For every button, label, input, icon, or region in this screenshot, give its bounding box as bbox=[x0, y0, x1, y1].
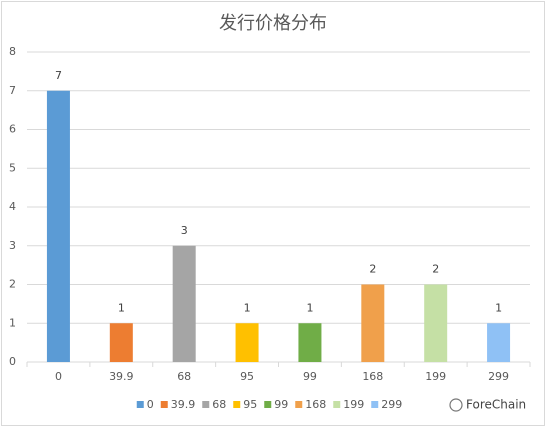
legend-swatch bbox=[136, 401, 144, 408]
y-tick-label: 5 bbox=[9, 161, 16, 174]
y-tick-label: 1 bbox=[9, 316, 16, 329]
data-label: 1 bbox=[306, 301, 313, 314]
legend-swatch bbox=[264, 401, 272, 408]
bar bbox=[235, 323, 259, 362]
bar bbox=[46, 90, 70, 362]
x-tick-label: 299 bbox=[488, 370, 509, 383]
legend-swatch bbox=[371, 401, 379, 408]
legend-swatch bbox=[233, 401, 241, 408]
legend-swatch bbox=[202, 401, 210, 408]
bar bbox=[424, 284, 448, 362]
x-tick-label: 99 bbox=[303, 370, 317, 383]
data-label: 1 bbox=[495, 301, 502, 314]
x-tick-label: 168 bbox=[362, 370, 383, 383]
data-label: 1 bbox=[244, 301, 251, 314]
y-tick-label: 0 bbox=[9, 355, 16, 368]
legend-swatch bbox=[160, 401, 168, 408]
watermark-text: ForeChain bbox=[466, 398, 526, 412]
y-tick-label: 2 bbox=[9, 278, 16, 291]
y-tick-label: 8 bbox=[9, 45, 16, 58]
data-label: 2 bbox=[369, 263, 376, 276]
bar bbox=[109, 323, 133, 362]
data-label: 3 bbox=[181, 224, 188, 237]
legend-swatch bbox=[333, 401, 341, 408]
bar bbox=[298, 323, 322, 362]
x-tick-label: 199 bbox=[425, 370, 446, 383]
x-tick-label: 68 bbox=[177, 370, 191, 383]
x-tick-label: 95 bbox=[240, 370, 254, 383]
y-tick-label: 4 bbox=[9, 200, 16, 213]
watermark: ForeChain bbox=[449, 398, 526, 412]
legend-label: 68 bbox=[212, 398, 226, 411]
chart-title: 发行价格分布 bbox=[219, 13, 327, 34]
legend-label: 39.9 bbox=[171, 398, 196, 411]
legend-swatch bbox=[295, 401, 303, 408]
x-tick-label: 39.9 bbox=[109, 370, 134, 383]
legend-label: 199 bbox=[343, 398, 364, 411]
legend-label: 168 bbox=[305, 398, 326, 411]
y-tick-label: 3 bbox=[9, 239, 16, 252]
data-label: 2 bbox=[432, 263, 439, 276]
legend-label: 95 bbox=[243, 398, 257, 411]
bar bbox=[172, 245, 196, 362]
bar bbox=[487, 323, 511, 362]
legend-label: 99 bbox=[274, 398, 288, 411]
x-tick-label: 0 bbox=[55, 370, 62, 383]
legend-label: 0 bbox=[147, 398, 154, 411]
watermark-icon bbox=[449, 398, 463, 412]
data-label: 7 bbox=[55, 69, 62, 82]
y-tick-label: 7 bbox=[9, 84, 16, 97]
y-tick-label: 6 bbox=[9, 123, 16, 136]
bar bbox=[361, 284, 385, 362]
legend-label: 299 bbox=[381, 398, 402, 411]
data-label: 1 bbox=[118, 301, 125, 314]
